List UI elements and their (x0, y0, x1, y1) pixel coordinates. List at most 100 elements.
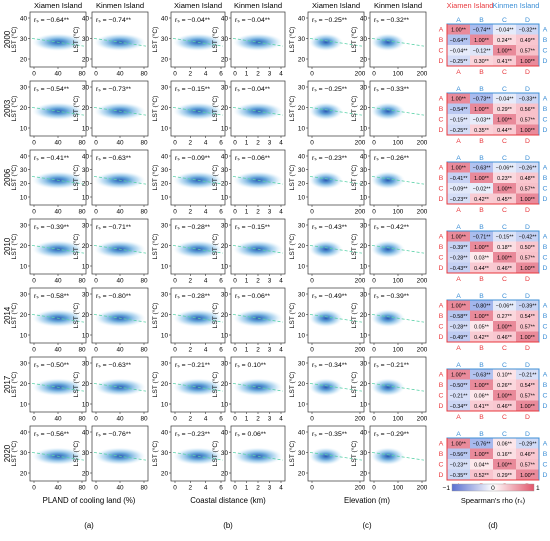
x-tick-label: 2 (256, 140, 260, 147)
x-tick-label: 6 (219, 416, 223, 423)
x-tick-label: 1 (245, 485, 249, 492)
matrix-cell-value: 1.00** (451, 97, 467, 103)
matrix-cell-value: 0.50** (520, 245, 536, 251)
x-tick-label: 40 (116, 347, 124, 354)
matrix-row-label: A (439, 234, 444, 241)
rs-value: rₛ = −0.21** (175, 362, 210, 369)
matrix-cell-value: 0.26** (497, 383, 513, 389)
matrix-cell (493, 459, 516, 470)
matrix-cell (516, 321, 539, 332)
matrix-col-label: D (525, 431, 530, 438)
matrix-cell-value: −0.21** (519, 373, 538, 379)
matrix-cell-value: −0.04** (496, 28, 515, 34)
x-tick-label: 3 (268, 485, 272, 492)
matrix-cell (470, 310, 493, 321)
x-tick-label: 0 (233, 209, 237, 216)
x-tick-label: 80 (78, 71, 86, 78)
y-tick-label: 30 (360, 167, 368, 174)
matrix-cell-value: 0.04** (474, 463, 490, 469)
x-tick-label: 0 (32, 278, 36, 285)
x-tick-label: 200 (355, 209, 366, 216)
matrix-col-label: B (479, 414, 484, 421)
y-tick-label: 20 (360, 56, 368, 63)
y-tick-label: 30 (20, 291, 28, 298)
matrix-cell (516, 114, 539, 125)
matrix-cell-value: 0.54** (520, 314, 536, 320)
y-axis-label: LST (°C) (10, 303, 18, 329)
y-axis-label: LST (°C) (288, 27, 296, 53)
matrix-cell-value: 1.00** (474, 38, 490, 44)
matrix-cell-value: −0.54** (450, 107, 469, 113)
matrix-cell (493, 300, 516, 311)
x-axis-label: PLAND of cooling land (%) (43, 496, 136, 505)
x-tick-label: 200 (417, 140, 428, 147)
rs-value: rₛ = 0.10** (235, 362, 266, 369)
matrix-cell-value: −0.63** (473, 373, 492, 379)
matrix-cell (447, 55, 470, 66)
y-tick-label: 20 (82, 56, 90, 63)
x-tick-label: 0 (233, 278, 237, 285)
matrix-row-label: D (543, 196, 548, 203)
x-tick-label: 200 (417, 416, 428, 423)
x-tick-label: 0 (310, 71, 314, 78)
matrix-col-label: B (479, 17, 484, 24)
matrix-cell-value: −0.50** (450, 383, 469, 389)
matrix-cell (493, 369, 516, 380)
matrix-cell (447, 459, 470, 470)
x-tick-label: 0 (94, 347, 98, 354)
matrix-cell-value: −0.02** (473, 187, 492, 193)
matrix-row-label: C (543, 255, 548, 262)
matrix-cell-value: 1.00** (497, 463, 513, 469)
fit-line (309, 452, 363, 461)
y-tick-label: 40 (221, 15, 229, 22)
x-tick-label: 40 (116, 416, 124, 423)
y-tick-label: 30 (360, 36, 368, 43)
x-tick-label: 1 (245, 416, 249, 423)
y-tick-label: 20 (161, 312, 169, 319)
x-tick-label: 0 (32, 485, 36, 492)
matrix-cell (493, 252, 516, 263)
fit-line (309, 107, 363, 116)
x-tick-label: 0 (94, 140, 98, 147)
y-tick-label: 30 (82, 167, 90, 174)
x-tick-label: 200 (417, 278, 428, 285)
matrix-cell-value: 0.18** (497, 245, 513, 251)
matrix-cell-value: −0.56** (450, 452, 469, 458)
x-tick-label: 2 (189, 140, 193, 147)
y-tick-label: 10 (82, 401, 90, 408)
matrix-row-label: B (543, 382, 548, 389)
x-tick-label: 80 (78, 209, 86, 216)
matrix-header-kinmen: Kinmen Island (493, 1, 540, 10)
fit-line (371, 176, 425, 185)
x-tick-label: 4 (279, 209, 283, 216)
matrix-cell (493, 55, 516, 66)
matrix-cell-value: 0.06** (474, 394, 490, 400)
fit-line (172, 383, 224, 392)
x-tick-label: 100 (393, 347, 404, 354)
y-tick-label: 30 (221, 167, 229, 174)
fit-line (31, 245, 85, 254)
matrix-outline-xiamen (446, 438, 539, 481)
matrix-row-label: B (439, 313, 444, 320)
x-tick-label: 200 (417, 71, 428, 78)
x-tick-label: 0 (173, 140, 177, 147)
matrix-cell (447, 448, 470, 459)
matrix-cell-value: 1.00** (497, 325, 513, 331)
colorbar-min: −1 (442, 485, 450, 492)
matrix-cell-value: −0.28** (450, 325, 469, 331)
rs-value: rₛ = −0.35** (312, 431, 347, 438)
fit-line (172, 314, 224, 323)
year-label: 2020 (3, 444, 12, 462)
island-header: Kinmen Island (374, 1, 422, 10)
matrix-col-label: A (456, 276, 461, 283)
matrix-col-label: B (479, 345, 484, 352)
y-tick-label: 10 (161, 125, 169, 132)
density-cloud (309, 171, 343, 190)
y-tick-label: 10 (82, 263, 90, 270)
y-tick-label: 20 (161, 243, 169, 250)
y-tick-label: 30 (20, 360, 28, 367)
y-axis-label: LST (°C) (72, 372, 80, 398)
matrix-cell (447, 231, 470, 242)
y-tick-label: 20 (221, 470, 229, 477)
matrix-cell-value: −0.74** (473, 28, 492, 34)
